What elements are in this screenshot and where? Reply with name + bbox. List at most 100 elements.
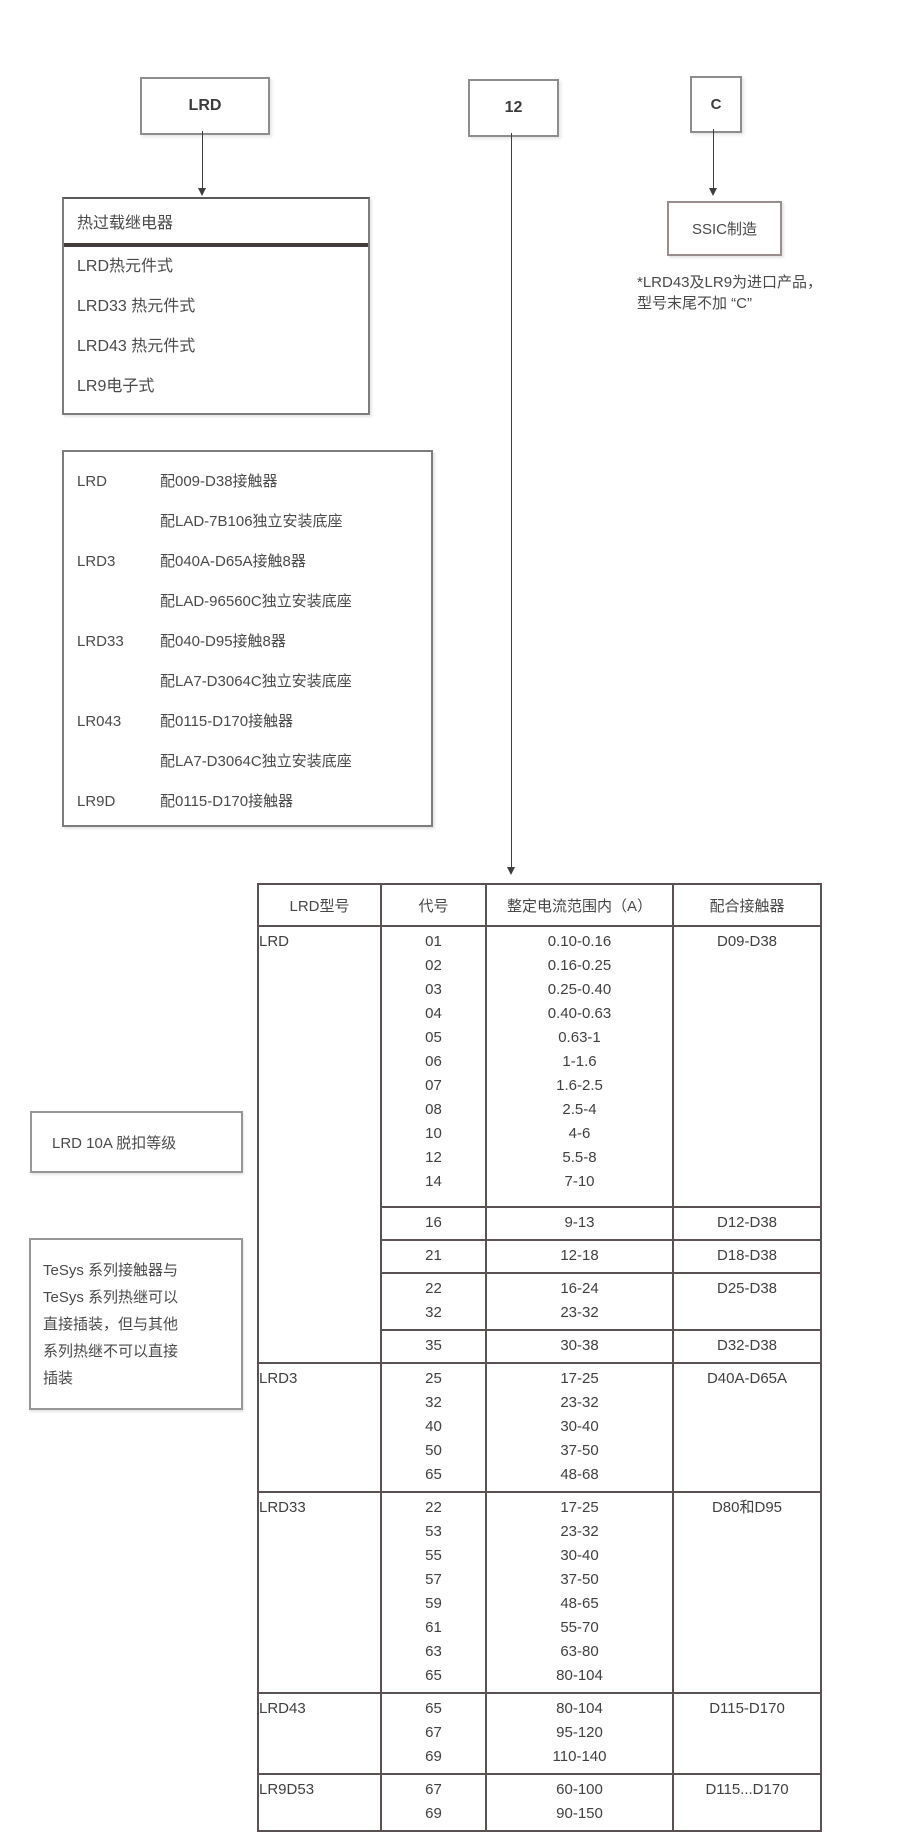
code-cell: 03 xyxy=(380,978,487,1002)
range-cell: 16-24 xyxy=(485,1272,674,1301)
trip-class-box: LRD 10A 脱扣等级 xyxy=(30,1111,243,1173)
table-row: 67 95-120 xyxy=(258,1721,821,1745)
code-cell: 69 xyxy=(380,1802,487,1831)
code-cell: 65 xyxy=(380,1664,487,1693)
pairing-desc: 配LA7-D3064C独立安装底座 xyxy=(160,673,352,690)
code-cell: 67 xyxy=(380,1773,487,1802)
code-cell: 67 xyxy=(380,1721,487,1745)
arrow-origin-head xyxy=(709,188,717,196)
code-cell: 14 xyxy=(380,1170,487,1207)
table-row: 50 37-50 xyxy=(258,1439,821,1463)
code-cell: 59 xyxy=(380,1592,487,1616)
contactor-cell: D40A-D65A xyxy=(672,1362,822,1492)
table-row: 22 16-24 D25-D38 xyxy=(258,1272,822,1330)
table-row: 69 110-140 xyxy=(258,1745,821,1774)
table-row: 14 7-10 xyxy=(258,1170,821,1207)
code-cell: 22 xyxy=(380,1491,487,1520)
model-cell: LRD43 xyxy=(257,1692,382,1774)
arrow-current-line xyxy=(511,133,512,868)
code-cell: 35 xyxy=(380,1329,487,1363)
table-row: 16 9-13 D12-D38 xyxy=(258,1206,822,1240)
pairing-row: LR9D 配0115-D170接触器 xyxy=(64,782,431,822)
code-cell: 08 xyxy=(380,1098,487,1122)
range-cell: 37-50 xyxy=(485,1439,674,1463)
table-row: 05 0.63-1 xyxy=(258,1026,821,1050)
table-row: 59 48-65 xyxy=(258,1592,821,1616)
table-row: 65 48-68 xyxy=(258,1463,821,1492)
table-row: 55 30-40 xyxy=(258,1544,821,1568)
pairing-desc: 配009-D38接触器 xyxy=(160,473,278,490)
range-cell: 2.5-4 xyxy=(485,1098,674,1122)
contactor-cell: D09-D38 xyxy=(672,925,822,1207)
code-cell: 53 xyxy=(380,1520,487,1544)
spec-table-wrap: LRD型号 代号 整定电流范围内（A） 配合接触器 LRD 01 0.10-0.16 D09-… xyxy=(257,883,822,1832)
column-header: 整定电流范围内（A） xyxy=(485,884,674,927)
range-cell: 48-65 xyxy=(485,1592,674,1616)
code-part-origin-label: C xyxy=(710,96,722,113)
pairing-model xyxy=(64,502,160,542)
pairing-model xyxy=(64,582,160,622)
code-cell: 25 xyxy=(380,1362,487,1391)
pairing-box: LRD 配009-D38接触器 配LAD-7B106独立安装底座 LRD3 配0… xyxy=(62,450,433,827)
model-cell: LRD xyxy=(257,925,382,1363)
relay-type-box: 热过载继电器 LRD热元件式 LRD33 热元件式 LRD43 热元件式 LR9… xyxy=(62,197,370,415)
range-cell: 55-70 xyxy=(485,1616,674,1640)
code-cell: 01 xyxy=(380,925,487,954)
pairing-model xyxy=(64,742,160,782)
pairing-row: LR043 配0115-D170接触器 xyxy=(64,702,431,742)
import-footnote-line: *LRD43及LR9为进口产品， xyxy=(637,274,823,291)
table-row: 69 90-150 xyxy=(258,1802,821,1831)
table-row: 40 30-40 xyxy=(258,1415,821,1439)
contactor-cell: D12-D38 xyxy=(672,1206,822,1240)
code-cell: 04 xyxy=(380,1002,487,1026)
pairing-desc: 配0115-D170接触器 xyxy=(160,713,294,730)
range-cell: 0.63-1 xyxy=(485,1026,674,1050)
table-row: LRD43 65 80-104 D115-D170 xyxy=(257,1692,822,1774)
table-row: 32 23-32 xyxy=(258,1391,821,1415)
column-header: 配合接触器 xyxy=(672,884,822,927)
range-cell: 80-104 xyxy=(485,1692,674,1721)
pairing-desc: 配LAD-7B106独立安装底座 xyxy=(160,513,343,530)
table-row: 35 30-38 D32-D38 xyxy=(258,1329,822,1363)
relay-type-item: LRD热元件式 xyxy=(77,258,174,275)
code-cell: 57 xyxy=(380,1568,487,1592)
range-cell: 37-50 xyxy=(485,1568,674,1592)
range-cell: 0.10-0.16 xyxy=(485,925,674,954)
table-row: 07 1.6-2.5 xyxy=(258,1074,821,1098)
code-cell: 65 xyxy=(380,1692,487,1721)
pairing-desc: 配040-D95接触8器 xyxy=(160,633,286,650)
pairing-model: LRD xyxy=(77,473,108,490)
range-cell: 1-1.6 xyxy=(485,1050,674,1074)
code-cell: 63 xyxy=(380,1640,487,1664)
pairing-desc: 配LAD-96560C独立安装底座 xyxy=(160,593,352,610)
code-part-current-label: 12 xyxy=(504,99,523,116)
pairing-desc: 配LA7-D3064C独立安装底座 xyxy=(160,753,352,770)
table-row: 08 2.5-4 xyxy=(258,1098,821,1122)
manufacture-label: SSIC制造 xyxy=(691,221,757,238)
contactor-cell: D25-D38 xyxy=(672,1272,822,1330)
pairing-model: LRD33 xyxy=(77,633,124,650)
range-cell: 30-38 xyxy=(485,1329,674,1363)
table-row: LRD33 22 17-25 D80和D95 xyxy=(257,1491,822,1693)
relay-type-item: LRD33 热元件式 xyxy=(77,298,196,315)
code-part-current-box: 12 xyxy=(468,79,559,137)
contactor-cell: D115-D170 xyxy=(672,1692,822,1774)
tesys-note-line: 系列热继不可以直接 xyxy=(43,1343,179,1360)
pairing-desc: 配0115-D170接触器 xyxy=(160,793,294,810)
range-cell: 7-10 xyxy=(485,1170,674,1207)
table-row: LRD3 25 17-25 D40A-D65A xyxy=(257,1362,822,1492)
range-cell: 80-104 xyxy=(485,1664,674,1693)
relay-type-item: LRD43 热元件式 xyxy=(77,338,196,355)
pairing-row: 配LAD-7B106独立安装底座 xyxy=(64,502,431,542)
range-cell: 1.6-2.5 xyxy=(485,1074,674,1098)
table-row: 02 0.16-0.25 xyxy=(258,954,821,978)
tesys-note-line: 直接插装，但与其他 xyxy=(43,1316,179,1333)
import-footnote: *LRD43及LR9为进口产品， 型号末尾不加 “C” xyxy=(637,272,897,314)
range-cell: 12-18 xyxy=(485,1239,674,1273)
range-cell: 5.5-8 xyxy=(485,1146,674,1170)
column-header: LRD型号 xyxy=(257,884,382,927)
import-footnote-line: 型号末尾不加 “C” xyxy=(637,295,752,312)
model-cell: LRD33 xyxy=(257,1491,382,1693)
spec-table: LRD型号 代号 整定电流范围内（A） 配合接触器 LRD 01 0.10-0.16 D09-… xyxy=(257,883,822,1832)
code-cell: 10 xyxy=(380,1122,487,1146)
